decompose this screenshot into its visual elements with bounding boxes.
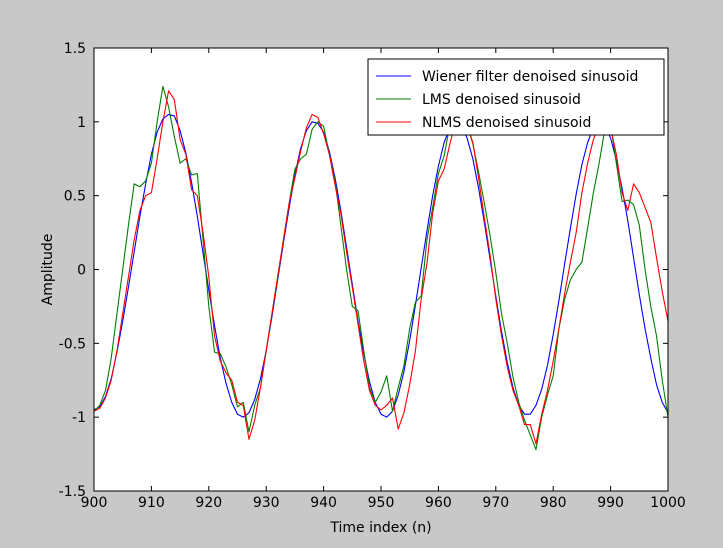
y-tick-label: -0.5 (59, 336, 86, 352)
x-tick-label: 1000 (650, 495, 686, 511)
x-axis-label: Time index (n) (329, 520, 431, 536)
x-tick-label: 940 (310, 495, 337, 511)
y-axis-label: Amplitude (40, 234, 56, 306)
legend-box (367, 58, 665, 136)
y-tick-label: 0 (77, 263, 86, 279)
y-tick-label: -1 (72, 410, 86, 426)
series-line-wiener (94, 113, 668, 418)
y-tick-label: 1 (77, 115, 86, 131)
x-tick-label: 900 (81, 495, 108, 511)
x-tick-label: 980 (540, 495, 567, 511)
x-tick-label: 990 (597, 495, 624, 511)
legend-entry-nlms: NLMS denoised sinusoid (376, 115, 591, 131)
x-tick-label: 920 (195, 495, 222, 511)
y-axis: -1.5 -1 -0.5 0 0.5 1 1.5 (59, 41, 668, 500)
legend: Wiener filter denoised sinusoid LMS deno… (367, 58, 665, 136)
legend-label-nlms: NLMS denoised sinusoid (422, 115, 591, 131)
legend-entry-wiener: Wiener filter denoised sinusoid (376, 69, 638, 85)
x-tick-label: 960 (425, 495, 452, 511)
y-tick-label: 0.5 (64, 189, 86, 205)
legend-label-wiener: Wiener filter denoised sinusoid (422, 69, 638, 85)
series-layer (94, 85, 668, 451)
x-tick-label: 910 (138, 495, 165, 511)
x-tick-label: 930 (253, 495, 280, 511)
series-line-nlms (94, 90, 668, 445)
y-tick-label: -1.5 (59, 484, 86, 500)
legend-entry-lms: LMS denoised sinusoid (376, 92, 581, 108)
x-axis: 900 910 920 930 940 950 960 970 980 990 1000 (81, 48, 686, 511)
y-tick-label: 1.5 (64, 41, 86, 57)
x-tick-label: 950 (368, 495, 395, 511)
legend-label-lms: LMS denoised sinusoid (422, 92, 581, 108)
x-tick-label: 970 (482, 495, 509, 511)
series-line-lms (94, 85, 668, 451)
